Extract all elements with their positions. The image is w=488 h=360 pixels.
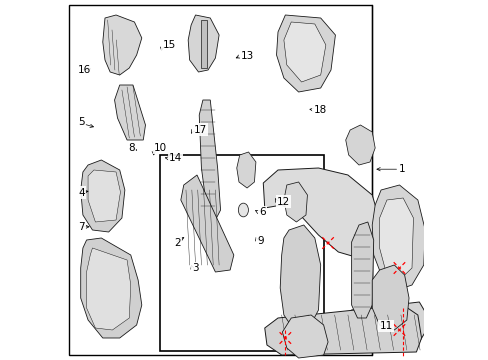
Text: 9: 9 xyxy=(257,236,263,246)
Text: 5: 5 xyxy=(78,117,84,127)
Polygon shape xyxy=(276,15,335,92)
Polygon shape xyxy=(282,315,327,358)
Polygon shape xyxy=(284,22,325,82)
Polygon shape xyxy=(200,20,206,68)
Text: 8: 8 xyxy=(128,143,135,153)
Polygon shape xyxy=(345,125,374,165)
Polygon shape xyxy=(114,85,145,140)
Polygon shape xyxy=(371,265,408,330)
Text: 16: 16 xyxy=(78,65,91,75)
Polygon shape xyxy=(280,225,320,330)
Text: 4: 4 xyxy=(78,188,84,198)
Ellipse shape xyxy=(238,203,248,217)
Text: 11: 11 xyxy=(379,321,392,331)
Polygon shape xyxy=(284,182,307,222)
Polygon shape xyxy=(199,100,220,220)
Polygon shape xyxy=(81,238,142,338)
Polygon shape xyxy=(188,15,219,72)
Text: 6: 6 xyxy=(258,207,265,217)
Text: 1: 1 xyxy=(399,164,405,174)
Text: 12: 12 xyxy=(276,197,289,207)
Polygon shape xyxy=(263,168,380,258)
Text: 14: 14 xyxy=(168,153,182,163)
Text: 18: 18 xyxy=(313,105,326,115)
Text: 7: 7 xyxy=(78,222,84,232)
Polygon shape xyxy=(264,305,421,355)
Polygon shape xyxy=(351,222,373,318)
Polygon shape xyxy=(371,185,425,290)
Text: 13: 13 xyxy=(241,51,254,61)
Polygon shape xyxy=(379,198,413,280)
Polygon shape xyxy=(236,152,255,188)
Text: 3: 3 xyxy=(192,263,199,273)
Text: 15: 15 xyxy=(162,40,175,50)
Bar xyxy=(160,155,323,351)
Text: 2: 2 xyxy=(174,238,181,248)
Text: 17: 17 xyxy=(193,125,206,135)
Bar xyxy=(69,5,371,355)
Polygon shape xyxy=(181,175,233,272)
Polygon shape xyxy=(81,160,124,232)
Polygon shape xyxy=(86,248,130,330)
Polygon shape xyxy=(102,15,142,75)
Text: 10: 10 xyxy=(153,143,166,153)
Polygon shape xyxy=(88,170,120,222)
Polygon shape xyxy=(345,302,425,342)
